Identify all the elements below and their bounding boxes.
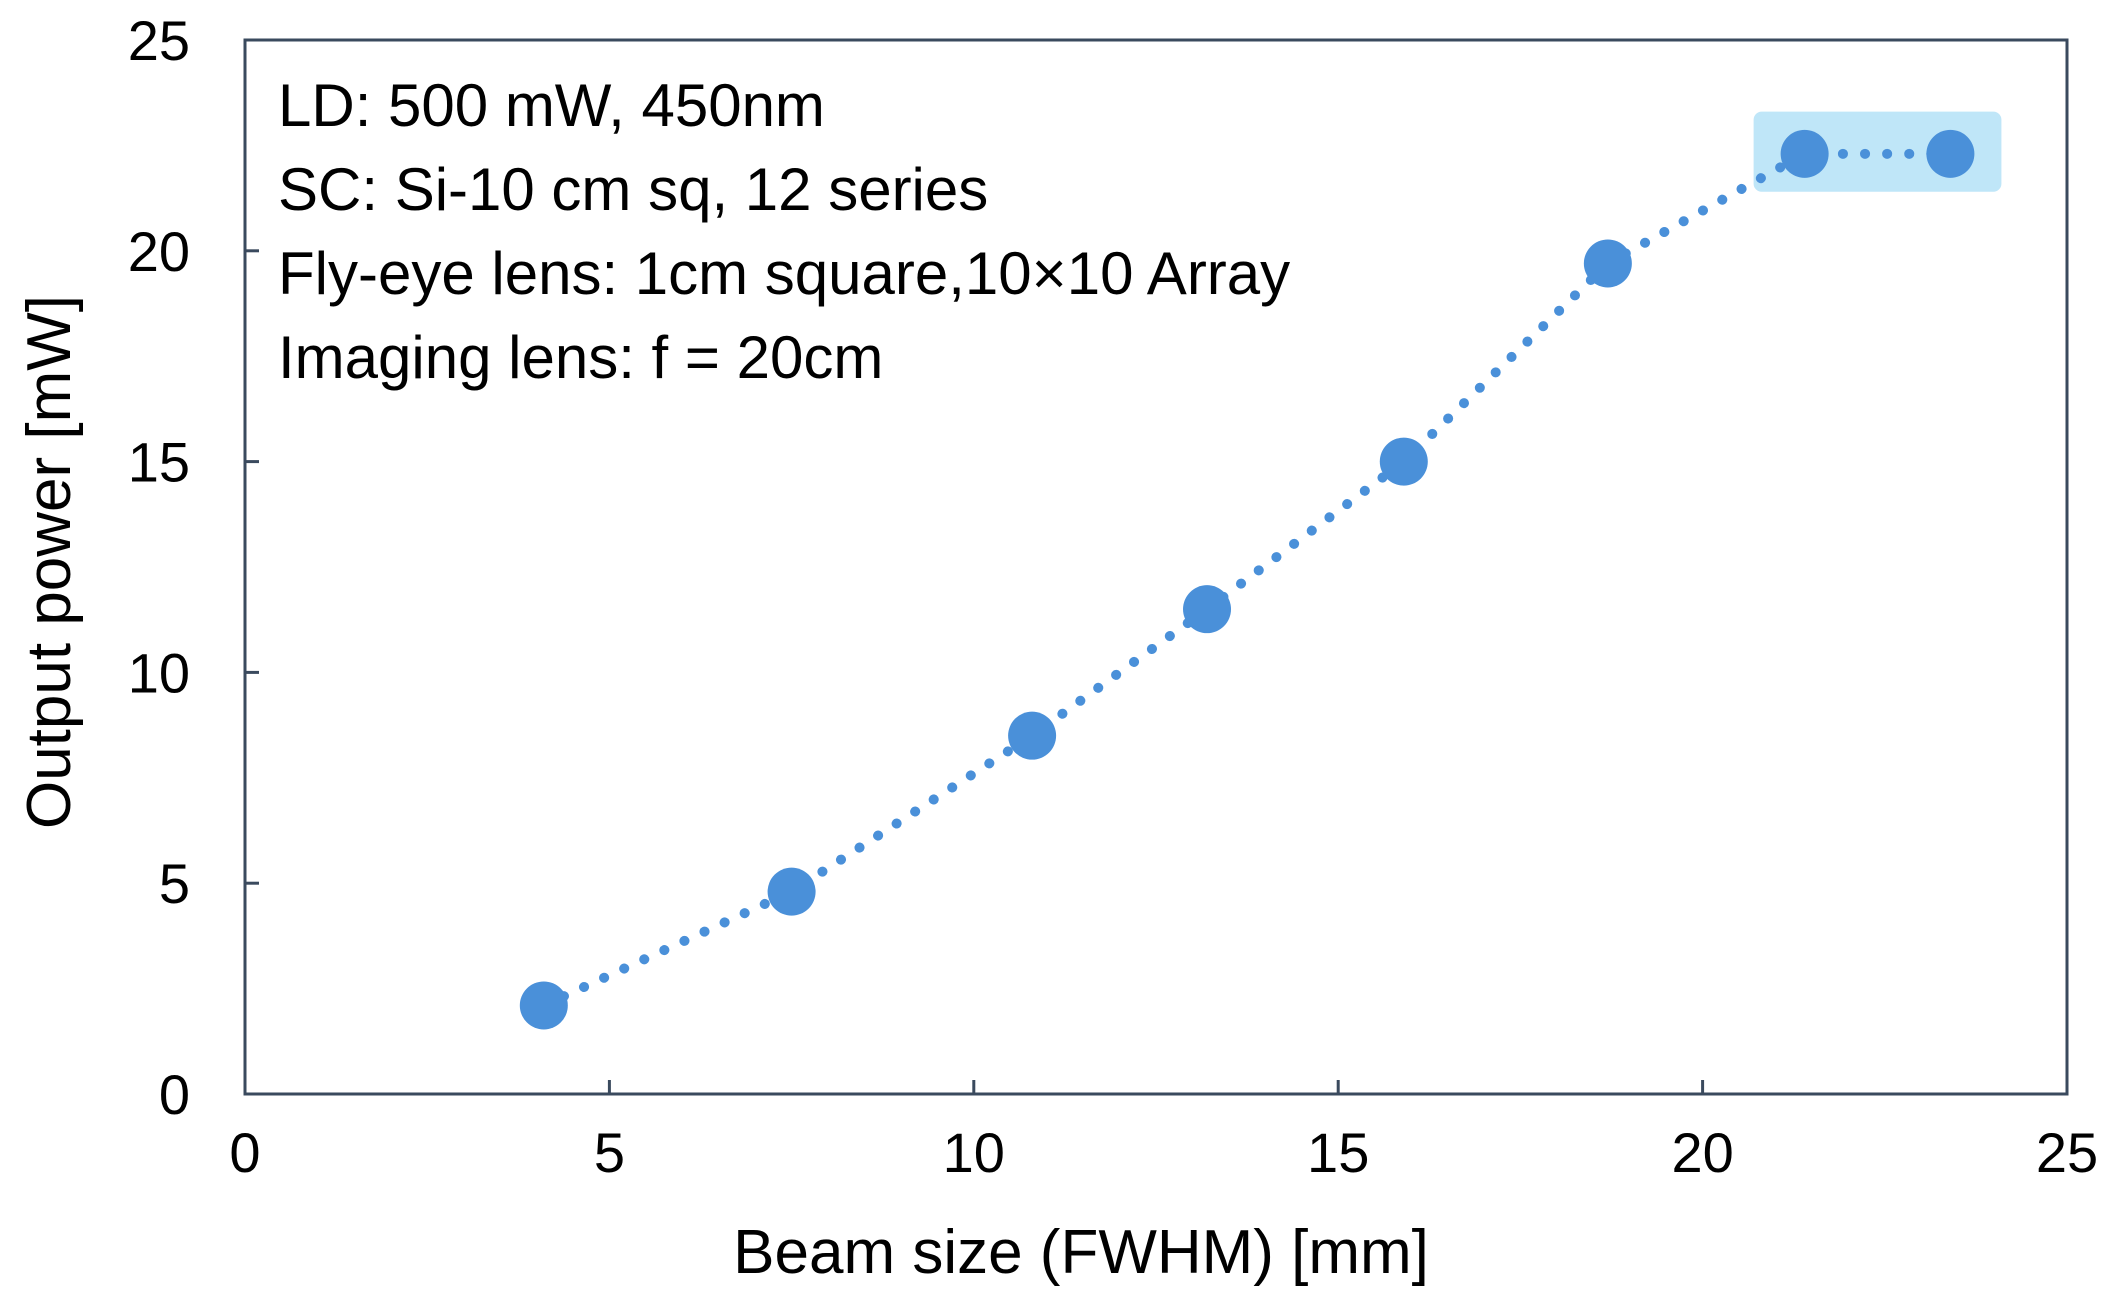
y-tick-label: 0 xyxy=(159,1063,190,1126)
data-point xyxy=(1379,437,1428,486)
y-tick-label: 10 xyxy=(128,641,190,704)
data-point xyxy=(767,867,816,916)
x-axis-ticks: 0 5 10 15 20 25 xyxy=(229,1080,2098,1184)
data-point xyxy=(1183,585,1232,634)
data-point xyxy=(519,981,568,1030)
y-axis-ticks: 0 5 10 15 20 25 xyxy=(128,9,259,1126)
annotation-fly-eye: Fly-eye lens: 1cm square,10×10 Array xyxy=(278,240,1290,307)
data-point xyxy=(1008,711,1057,760)
y-tick-label: 25 xyxy=(128,9,190,72)
data-point xyxy=(1780,129,1829,178)
data-point xyxy=(1583,239,1632,288)
x-tick-label: 5 xyxy=(594,1121,625,1184)
y-tick-label: 5 xyxy=(159,852,190,915)
annotation-sc: SC: Si-10 cm sq, 12 series xyxy=(278,156,988,223)
y-tick-label: 20 xyxy=(128,220,190,283)
x-tick-label: 20 xyxy=(1671,1121,1733,1184)
data-points xyxy=(519,129,1975,1030)
plot-border xyxy=(243,38,2069,1096)
plot-frame xyxy=(243,38,2069,1096)
x-tick-label: 25 xyxy=(2036,1121,2098,1184)
y-axis-title: Output power [mW] xyxy=(15,295,84,829)
x-tick-label: 15 xyxy=(1307,1121,1369,1184)
data-point xyxy=(1926,129,1975,178)
y-tick-label: 15 xyxy=(128,431,190,494)
x-axis-title: Beam size (FWHM) [mm] xyxy=(733,1218,1429,1287)
x-tick-label: 10 xyxy=(943,1121,1005,1184)
annotation-ld: LD: 500 mW, 450nm xyxy=(278,72,825,139)
annotation-imaging: Imaging lens: f = 20cm xyxy=(278,324,883,391)
x-tick-label: 0 xyxy=(229,1121,260,1184)
